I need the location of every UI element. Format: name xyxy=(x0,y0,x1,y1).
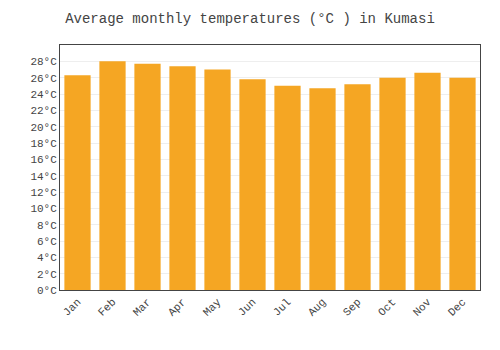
svg-text:16°C: 16°C xyxy=(30,154,57,166)
svg-text:Dec: Dec xyxy=(446,296,468,318)
svg-text:Feb: Feb xyxy=(96,296,118,318)
svg-text:4°C: 4°C xyxy=(37,252,57,264)
svg-text:Nov: Nov xyxy=(411,296,434,319)
svg-text:8°C: 8°C xyxy=(37,220,57,232)
svg-text:Jan: Jan xyxy=(61,296,83,318)
svg-text:Jun: Jun xyxy=(236,296,258,318)
svg-text:0°C: 0°C xyxy=(37,285,57,297)
svg-text:Sep: Sep xyxy=(341,296,363,318)
svg-text:14°C: 14°C xyxy=(30,171,57,183)
svg-text:May: May xyxy=(201,296,224,319)
svg-text:2°C: 2°C xyxy=(37,269,57,281)
svg-text:Average monthly temperatures (: Average monthly temperatures (°C ) in Ku… xyxy=(65,11,435,27)
svg-text:24°C: 24°C xyxy=(30,89,57,101)
svg-text:20°C: 20°C xyxy=(30,122,57,134)
svg-text:Apr: Apr xyxy=(166,296,188,318)
svg-text:12°C: 12°C xyxy=(30,187,57,199)
svg-text:Mar: Mar xyxy=(131,296,153,318)
svg-text:Aug: Aug xyxy=(306,296,328,318)
svg-text:Jul: Jul xyxy=(271,296,293,318)
svg-text:Oct: Oct xyxy=(376,296,398,318)
svg-text:22°C: 22°C xyxy=(30,105,57,117)
svg-text:6°C: 6°C xyxy=(37,236,57,248)
svg-text:10°C: 10°C xyxy=(30,203,57,215)
svg-text:18°C: 18°C xyxy=(30,138,57,150)
svg-text:26°C: 26°C xyxy=(30,73,57,85)
svg-text:28°C: 28°C xyxy=(30,56,57,68)
